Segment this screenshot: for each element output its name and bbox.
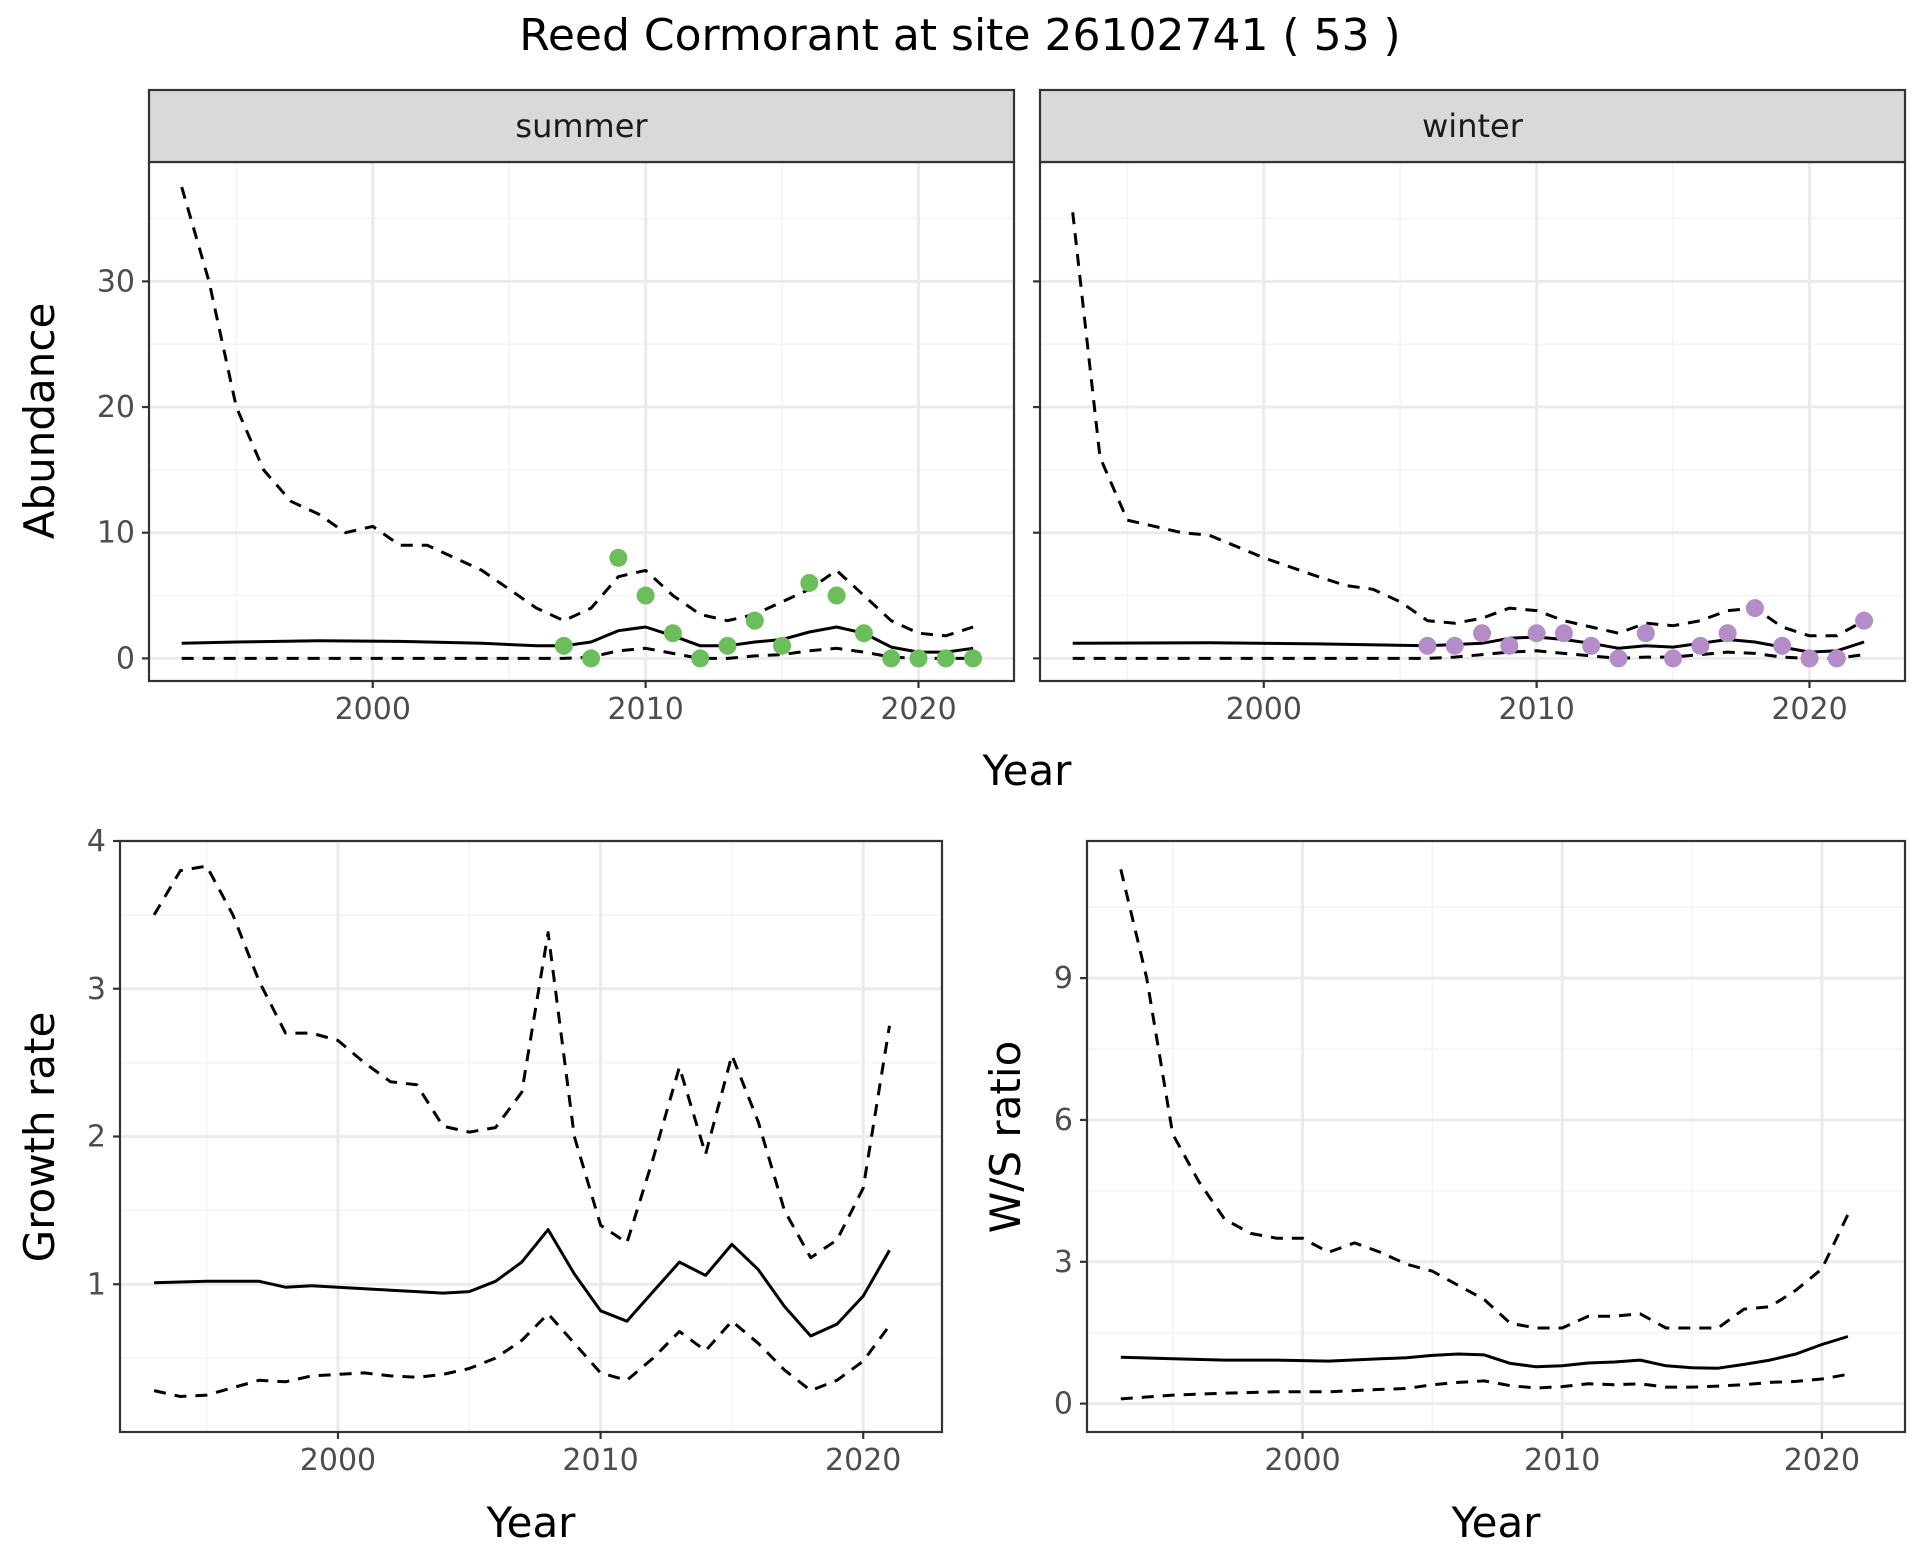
y-tick-label: 1 (87, 1267, 106, 1302)
data-point (1773, 636, 1792, 655)
y-axis-title-abundance: Abundance (15, 303, 64, 540)
data-point (718, 636, 737, 655)
x-tick-label: 2020 (1784, 1443, 1860, 1478)
data-point (773, 636, 792, 655)
x-tick-label: 2020 (880, 692, 956, 727)
y-axis-title-growth: Growth rate (15, 1012, 64, 1263)
facet-label: winter (1422, 107, 1524, 145)
data-point (1527, 624, 1546, 643)
x-tick-label: 2000 (1226, 692, 1302, 727)
data-layer (1119, 869, 1850, 1401)
data-point (663, 624, 682, 643)
series-line-mean (154, 1228, 891, 1338)
data-point (1855, 611, 1874, 630)
facet-label: summer (515, 107, 648, 145)
y-tick-label: 6 (1054, 1103, 1073, 1138)
y-tick-label: 3 (1054, 1245, 1073, 1280)
data-point (1718, 624, 1737, 643)
panel-border (147, 160, 1016, 683)
x-tick-label: 2020 (1771, 692, 1847, 727)
x-axis-title-ratio: Year (1451, 1498, 1542, 1547)
data-point (1664, 649, 1683, 668)
series-line-bound (1120, 1372, 1849, 1401)
data-layer (180, 186, 983, 668)
series-line-bound (180, 186, 974, 638)
x-tick-label: 2010 (1498, 692, 1574, 727)
panel-winter: winter 2000 2010 2020 (1033, 88, 1907, 727)
data-point (582, 649, 601, 668)
y-tick-label: 20 (97, 390, 135, 425)
data-point (636, 586, 655, 605)
series-line-bound (1071, 212, 1865, 638)
x-tick-label: 2010 (562, 1443, 638, 1478)
panel-growth: 2000 2010 2020 1 2 3 4 (87, 824, 944, 1478)
x-axis-title-top: Year (982, 746, 1073, 795)
data-point (1745, 599, 1764, 618)
panel-ratio: 2000 2010 2020 0 3 6 9 (1054, 839, 1907, 1478)
series-line-mean (181, 625, 974, 654)
series-line-bound (153, 1312, 891, 1398)
data-point (1554, 624, 1573, 643)
x-tick-label: 2000 (335, 692, 411, 727)
series-line-bound (152, 864, 891, 1260)
data-point (882, 649, 901, 668)
panel-border (1038, 160, 1907, 683)
series-line-mean (1120, 1335, 1849, 1370)
series-line-bound (1072, 649, 1865, 660)
x-tick-label: 2010 (607, 692, 683, 727)
data-point (827, 586, 846, 605)
data-point (964, 649, 983, 668)
y-tick-label: 2 (87, 1120, 106, 1155)
figure-title: Reed Cormorant at site 26102741 ( 53 ) (519, 10, 1400, 61)
y-tick-label: 0 (1054, 1387, 1073, 1422)
data-point (1609, 649, 1628, 668)
data-point (1582, 636, 1601, 655)
data-point (800, 573, 819, 592)
data-point (936, 649, 955, 668)
data-point (1500, 636, 1519, 655)
y-tick-label: 4 (87, 824, 106, 859)
y-tick-label: 30 (97, 264, 135, 299)
y-tick-label: 9 (1054, 961, 1073, 996)
data-point (691, 649, 710, 668)
data-point (1473, 624, 1492, 643)
facet-strip (1038, 88, 1907, 164)
facet-strip (147, 88, 1016, 164)
x-tick-label: 2000 (1264, 1443, 1340, 1478)
data-point (1691, 636, 1710, 655)
y-tick-label: 3 (87, 972, 106, 1007)
series-line-bound (1119, 869, 1850, 1330)
y-axis-title-ratio: W/S ratio (981, 1041, 1030, 1234)
series-line-mean (1072, 635, 1865, 654)
x-tick-label: 2010 (1524, 1443, 1600, 1478)
data-point (909, 649, 928, 668)
data-layer (152, 864, 891, 1398)
data-point (1636, 624, 1655, 643)
x-tick-label: 2020 (825, 1443, 901, 1478)
data-point (554, 636, 573, 655)
data-point (609, 548, 628, 567)
data-point (745, 611, 764, 630)
data-layer (1071, 212, 1874, 668)
data-point (854, 624, 873, 643)
x-axis-title-growth: Year (486, 1498, 577, 1547)
data-point (1800, 649, 1819, 668)
y-tick-label: 10 (97, 516, 135, 551)
data-point (1445, 636, 1464, 655)
data-point (1418, 636, 1437, 655)
y-tick-label: 0 (116, 641, 135, 676)
series-line-bound (181, 646, 974, 660)
panel-border (1085, 839, 1907, 1434)
x-tick-label: 2000 (300, 1443, 376, 1478)
panel-summer: summer 2000 2010 2020 0 10 20 30 (97, 88, 1016, 727)
data-point (1827, 649, 1846, 668)
